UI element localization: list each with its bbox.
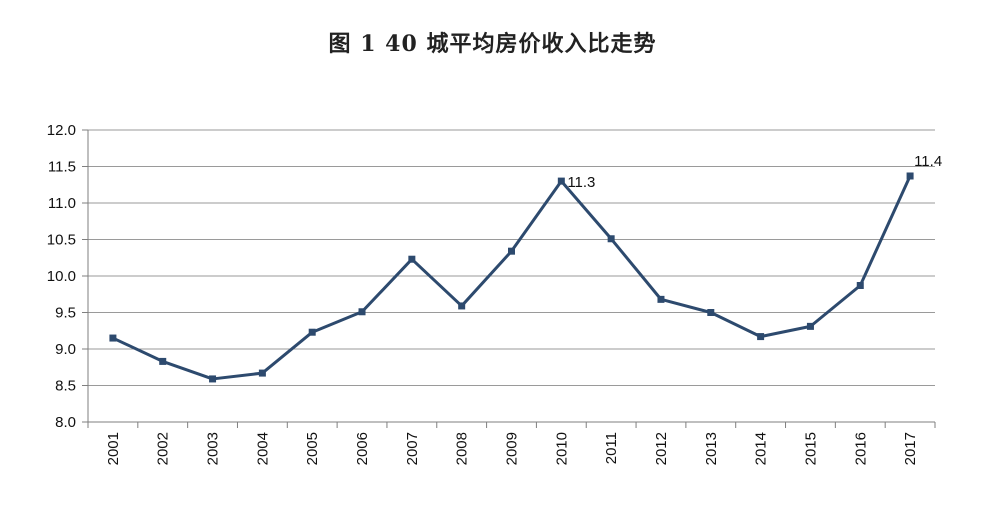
x-tick-label: 2003	[205, 432, 222, 465]
data-label: 11.4	[914, 153, 942, 170]
y-tick-label: 10.0	[47, 268, 76, 285]
series-line	[112, 175, 912, 381]
data-point	[408, 255, 416, 263]
y-tick-label: 9.5	[55, 305, 76, 322]
x-tick-label: 2007	[404, 432, 421, 465]
x-tick-label: 2015	[802, 432, 819, 465]
x-tick-label: 2017	[902, 432, 919, 465]
data-point	[159, 357, 167, 365]
data-point	[308, 328, 316, 336]
x-tick-label: 2014	[753, 432, 770, 465]
x-tick-label: 2012	[653, 432, 670, 465]
x-tick-label: 2008	[454, 432, 471, 465]
x-tick-label: 2011	[603, 432, 620, 464]
y-tick-label: 10.5	[47, 232, 76, 249]
x-tick-label: 2004	[254, 432, 271, 465]
data-point	[707, 309, 715, 316]
data-point	[856, 281, 864, 289]
y-tick-label: 9.0	[55, 341, 76, 358]
data-point	[209, 375, 217, 383]
chart-title: 图 1 40 城平均房价收入比走势	[328, 31, 657, 57]
data-point	[607, 235, 615, 243]
x-tick-label: 2013	[703, 432, 720, 465]
x-tick-label: 2010	[553, 432, 570, 465]
x-tick-label: 2001	[105, 432, 122, 465]
data-point	[757, 333, 765, 341]
x-tick-label: 2006	[354, 432, 371, 465]
x-tick-label: 2009	[504, 432, 521, 465]
data-point	[508, 247, 515, 255]
data-point	[657, 295, 665, 303]
y-tick-label: 8.0	[55, 414, 76, 431]
data-point	[458, 302, 466, 310]
x-tick-label: 2005	[304, 432, 321, 465]
data-point	[258, 369, 266, 377]
y-tick-label: 8.5	[55, 378, 76, 395]
y-tick-label: 12.0	[47, 122, 76, 139]
data-point	[906, 172, 914, 180]
y-tick-label: 11.0	[48, 195, 76, 212]
x-tick-label: 2002	[155, 432, 172, 465]
data-point	[358, 308, 366, 316]
data-label: 11.3	[567, 174, 595, 191]
data-point	[806, 322, 814, 330]
data-point	[109, 334, 117, 342]
data-point	[557, 177, 565, 185]
y-tick-label: 11.5	[48, 159, 76, 176]
x-tick-label: 2016	[852, 432, 869, 465]
